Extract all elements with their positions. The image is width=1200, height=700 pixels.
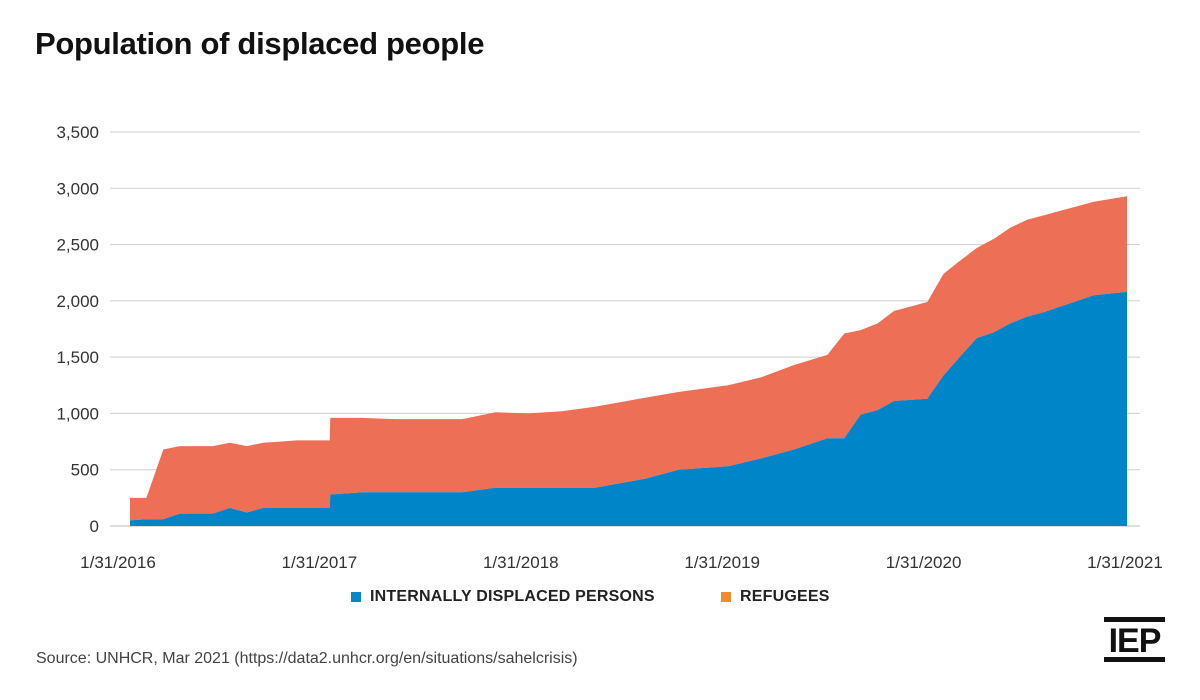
legend-swatch-refugees [721, 592, 731, 602]
y-tick-label: 500 [71, 461, 99, 480]
x-tick-label: 1/31/2017 [282, 553, 358, 572]
legend-label-refugees: REFUGEES [740, 588, 830, 605]
x-tick-label: 1/31/2019 [684, 553, 760, 572]
x-tick-label: 1/31/2018 [483, 553, 559, 572]
y-tick-label: 3,000 [56, 179, 99, 198]
legend-swatch-idp [351, 592, 361, 602]
y-tick-label: 0 [90, 517, 99, 536]
area-refugees [130, 196, 1127, 521]
y-axis-ticks: 0 500 1,000 1,500 2,000 2,500 3,000 3,500 [56, 123, 99, 536]
x-axis-ticks: 1/31/2016 1/31/2017 1/31/2018 1/31/2019 1/31… [80, 553, 1163, 572]
logo-top-bar [1104, 617, 1165, 622]
y-tick-label: 2,500 [56, 236, 99, 255]
y-tick-label: 2,000 [56, 292, 99, 311]
chart-title: Population of displaced people [35, 26, 485, 61]
legend-item-idp: INTERNALLY DISPLACED PERSONS [351, 588, 655, 606]
iep-logo: IEP [1104, 617, 1165, 662]
legend-label-idp: INTERNALLY DISPLACED PERSONS [370, 588, 655, 605]
area-idp [130, 291, 1127, 526]
x-tick-label: 1/31/2016 [80, 553, 156, 572]
x-tick-label: 1/31/2021 [1087, 553, 1163, 572]
x-tick-label: 1/31/2020 [886, 553, 962, 572]
logo-text: IEP [1108, 622, 1162, 660]
logo-bottom-bar [1104, 657, 1165, 662]
source-note: Source: UNHCR, Mar 2021 (https://data2.u… [36, 650, 578, 667]
legend-item-refugees: REFUGEES [721, 588, 830, 606]
y-tick-label: 1,500 [56, 348, 99, 367]
chart-areas [130, 196, 1127, 526]
y-tick-label: 1,000 [56, 404, 99, 423]
y-tick-label: 3,500 [56, 123, 99, 142]
